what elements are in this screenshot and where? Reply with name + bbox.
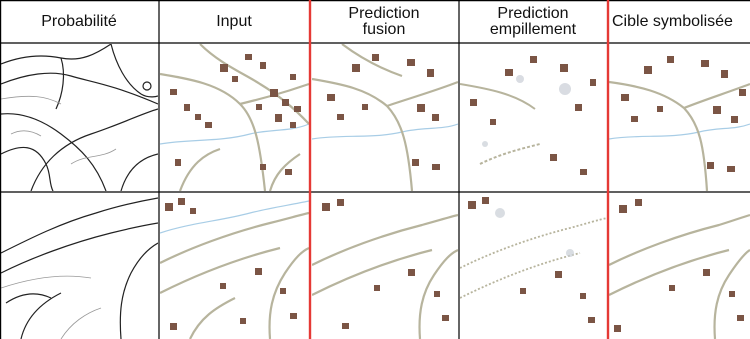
cell-prediction-empillement-row1 (460, 44, 607, 191)
header-prediction-fusion: Prediction fusion (348, 5, 420, 38)
cell-prediction-fusion-row1 (312, 44, 458, 191)
cell-probability-row2 (1, 193, 158, 339)
input-map-row2 (160, 198, 309, 339)
prediction-fusion-map-row1 (312, 44, 458, 191)
prediction-fusion-map-row2 (312, 199, 458, 339)
header-probabilite: Probabilité (41, 13, 117, 30)
cell-target-row1 (609, 44, 750, 191)
prediction-empillement-map-row2 (460, 197, 607, 323)
input-map-row1 (160, 44, 309, 191)
cell-input-row1 (160, 44, 309, 191)
cell-target-row2 (609, 193, 750, 339)
target-map-row1 (609, 56, 750, 191)
header-prediction-empillement: Prediction empillement (489, 5, 577, 38)
probability-map-row1 (1, 44, 158, 191)
cell-prediction-fusion-row2 (312, 193, 458, 339)
probability-map-row2 (1, 197, 158, 339)
cell-input-row2 (160, 193, 309, 339)
header-cible-symbolisee: Cible symbolisée (612, 13, 733, 30)
cell-prediction-empillement-row2 (460, 193, 607, 339)
header-input: Input (216, 13, 252, 30)
prediction-empillement-map-row1 (460, 56, 596, 175)
target-map-row2 (609, 199, 750, 339)
cell-probability-row1 (1, 44, 158, 191)
